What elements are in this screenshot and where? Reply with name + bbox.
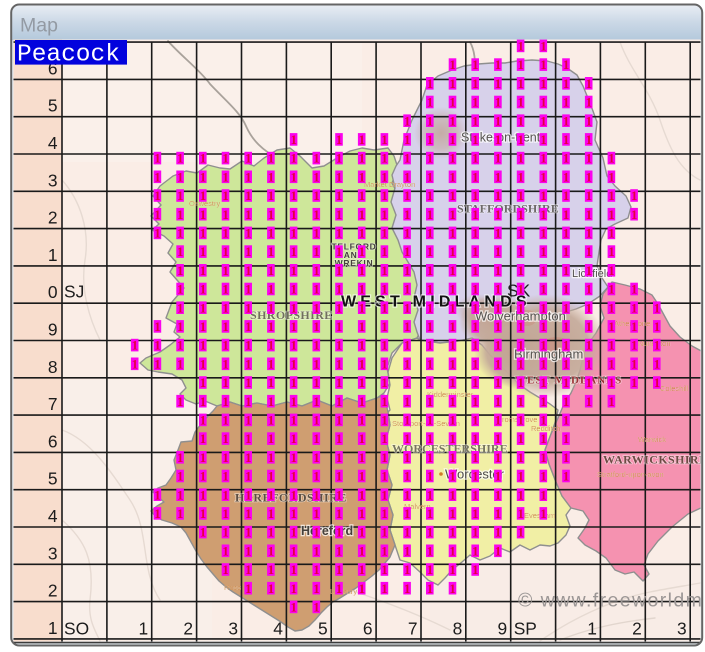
- svg-text:SO: SO: [64, 619, 89, 639]
- svg-text:6: 6: [48, 58, 58, 78]
- svg-text:1: 1: [48, 618, 58, 638]
- svg-text:3: 3: [48, 170, 58, 190]
- svg-text:Kidderminster: Kidderminster: [427, 390, 474, 399]
- svg-text:2: 2: [48, 208, 58, 228]
- svg-text:0: 0: [48, 282, 58, 302]
- svg-text:Hereford: Hereford: [301, 524, 353, 538]
- svg-text:5: 5: [48, 469, 58, 489]
- svg-text:SJ: SJ: [64, 282, 84, 302]
- svg-text:1: 1: [48, 245, 58, 265]
- svg-text:9: 9: [498, 619, 508, 639]
- svg-text:9: 9: [48, 320, 58, 340]
- svg-text:3: 3: [228, 619, 238, 639]
- svg-text:Peacock: Peacock: [17, 42, 120, 69]
- svg-text:Malvern: Malvern: [404, 502, 431, 511]
- svg-text:7: 7: [48, 394, 58, 414]
- svg-text:STAFFORDSHIRE: STAFFORDSHIRE: [457, 202, 559, 216]
- svg-text:4: 4: [273, 619, 283, 639]
- svg-text:TELFORD: TELFORD: [331, 242, 376, 252]
- svg-text:© www.freeworldm: © www.freeworldm: [518, 590, 703, 612]
- svg-text:6: 6: [363, 619, 373, 639]
- svg-text:Stourport-on-Severn: Stourport-on-Severn: [392, 419, 460, 428]
- svg-text:3: 3: [48, 543, 58, 563]
- svg-text:Oswestry: Oswestry: [189, 199, 221, 208]
- svg-text:Redditch: Redditch: [531, 424, 561, 433]
- svg-text:Map: Map: [20, 15, 58, 37]
- svg-text:4: 4: [48, 506, 58, 526]
- svg-text:7: 7: [408, 619, 418, 639]
- svg-text:1: 1: [587, 619, 597, 639]
- svg-text:Ross: Ross: [224, 583, 241, 592]
- svg-text:3: 3: [677, 619, 687, 639]
- svg-text:5: 5: [318, 619, 328, 639]
- svg-text:WREKIN: WREKIN: [335, 258, 374, 268]
- svg-text:SP: SP: [514, 619, 537, 639]
- svg-text:2: 2: [632, 619, 642, 639]
- svg-text:Birmingham: Birmingham: [514, 347, 583, 362]
- svg-text:8: 8: [48, 357, 58, 377]
- svg-text:Warwick: Warwick: [638, 435, 666, 444]
- svg-text:2: 2: [183, 619, 193, 639]
- svg-text:Ledbury: Ledbury: [330, 587, 357, 596]
- svg-text:1: 1: [139, 619, 149, 639]
- svg-text:4: 4: [48, 133, 58, 153]
- svg-text:WORCESTERSHIRE: WORCESTERSHIRE: [392, 442, 508, 456]
- svg-text:2: 2: [48, 581, 58, 601]
- svg-text:Coleshill: Coleshill: [660, 384, 689, 393]
- svg-text:WARWICKSHIRE: WARWICKSHIRE: [603, 453, 705, 467]
- svg-text:Stratford-upon-avon: Stratford-upon-avon: [597, 470, 664, 479]
- svg-text:5: 5: [48, 96, 58, 116]
- svg-text:6: 6: [48, 431, 58, 451]
- svg-text:Market Drayton: Market Drayton: [364, 180, 415, 189]
- svg-text:AND: AND: [344, 250, 365, 260]
- svg-text:8: 8: [453, 619, 463, 639]
